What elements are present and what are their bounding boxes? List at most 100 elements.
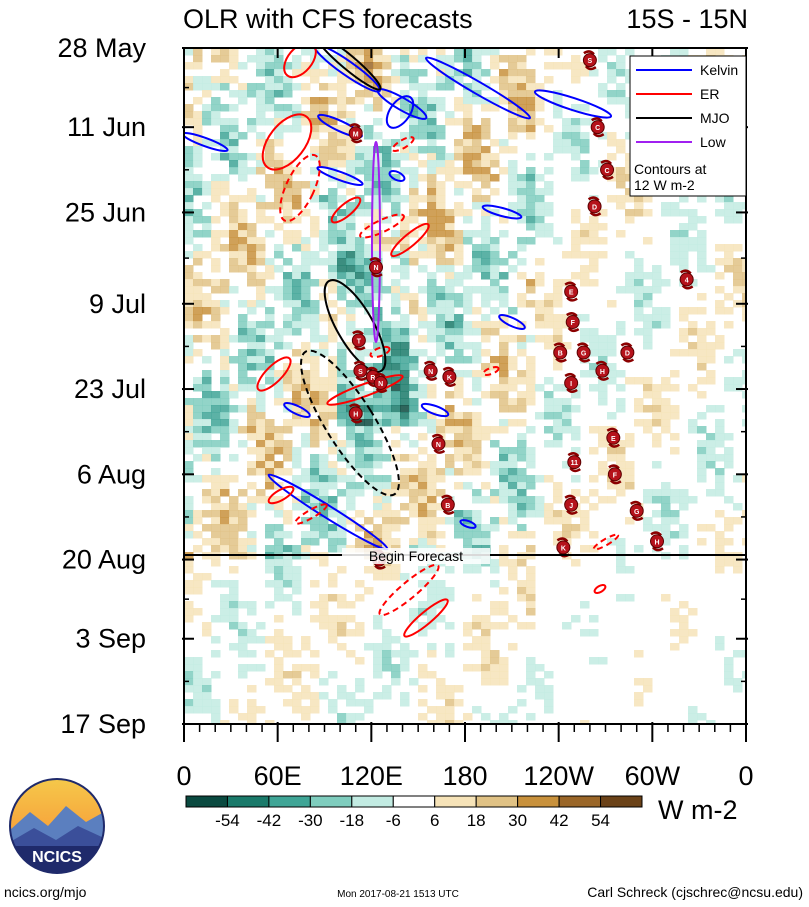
colorbar-label: 54: [591, 811, 610, 830]
footer-url: ncics.org/mjo: [4, 884, 87, 900]
storm-marker: B: [553, 342, 568, 363]
x-tick-label: 120W: [523, 761, 594, 791]
storm-marker: E: [606, 427, 621, 448]
x-tick-label: 0: [176, 761, 191, 791]
chart-subtitle: 15S - 15N: [626, 4, 748, 34]
storm-label: E: [569, 290, 574, 297]
y-tick-label: 3 Sep: [75, 624, 146, 654]
storm-label: F: [613, 472, 618, 479]
colorbar: -54 -42 -30 -18 -6 6 18 30 42 54: [185, 795, 643, 830]
y-tick-label: 20 Aug: [62, 545, 146, 575]
storm-label: N: [378, 381, 383, 388]
legend-label: Low: [700, 134, 727, 150]
storm-marker: F: [565, 312, 580, 333]
storm-label: B: [445, 503, 450, 510]
colorbar-label: 30: [508, 811, 527, 830]
storm-marker: J: [564, 494, 579, 515]
colorbar-swatch: [268, 795, 311, 808]
contour-note: Contours at: [634, 161, 706, 177]
storm-label: B: [558, 351, 563, 358]
y-tick-label: 28 May: [57, 33, 146, 63]
colorbar-swatch: [558, 795, 602, 808]
storm-marker: D: [587, 196, 602, 217]
storm-label: S: [358, 369, 363, 376]
storm-marker: G: [629, 500, 644, 521]
storm-marker: 4: [679, 269, 694, 290]
storm-marker: S: [353, 360, 368, 381]
colorbar-swatch: [185, 795, 228, 808]
colorbar-unit: W m-2: [658, 795, 737, 825]
legend-label: ER: [700, 86, 719, 102]
storm-marker: E: [564, 281, 579, 302]
x-tick-label: 0: [738, 761, 753, 791]
legend-label: MJO: [700, 110, 730, 126]
storm-label: H: [600, 369, 605, 376]
footer-author: Carl Schreck (cjschrec@ncsu.edu): [587, 884, 803, 900]
colorbar-swatch: [517, 795, 560, 808]
storm-markers: MNTSRNHNKNBHSCCDEFBGDIH4E11FJGKH: [348, 50, 694, 570]
storm-label: 4: [685, 277, 689, 284]
colorbar-label: -18: [340, 811, 365, 830]
storm-label: T: [357, 338, 362, 345]
storm-label: C: [605, 168, 610, 175]
y-tick-label: 6 Aug: [77, 459, 146, 489]
ncics-logo: NCICS: [9, 778, 105, 874]
colorbar-swatch: [475, 795, 519, 808]
storm-marker: N: [373, 372, 388, 393]
storm-marker: N: [369, 257, 384, 278]
storm-label: R: [370, 375, 375, 382]
storm-label: D: [592, 204, 597, 211]
storm-marker: G: [576, 342, 591, 363]
forecast-label: Begin Forecast: [369, 548, 463, 564]
storm-marker: M: [348, 123, 363, 144]
storm-marker: 11: [567, 452, 582, 473]
storm-label: H: [353, 411, 358, 418]
y-tick-label: 9 Jul: [89, 289, 146, 319]
colorbar-label: -30: [298, 811, 323, 830]
storm-label: F: [571, 320, 576, 327]
storm-label: D: [625, 351, 630, 358]
chart-title: OLR with CFS forecasts: [183, 4, 473, 34]
contour-note: 12 W m-2: [634, 177, 695, 193]
colorbar-swatch: [226, 795, 270, 808]
y-tick-label: 25 Jun: [65, 197, 146, 227]
storm-label: G: [634, 509, 640, 516]
y-axis: 28 May 11 Jun 25 Jun 9 Jul 23 Jul 6 Aug 20 Aug…: [57, 33, 748, 739]
storm-marker: B: [440, 494, 455, 515]
storm-label: H: [654, 539, 659, 546]
colorbar-swatch: [392, 795, 436, 808]
storm-label: K: [447, 375, 452, 382]
storm-marker: N: [431, 433, 446, 454]
storm-marker: T: [351, 330, 366, 351]
storm-marker: N: [423, 360, 438, 381]
colorbar-swatch: [351, 795, 394, 808]
x-tick-label: 120E: [340, 761, 403, 791]
forecast-label-bg: [342, 548, 490, 564]
colorbar-swatch: [309, 795, 353, 808]
storm-marker: K: [556, 537, 571, 558]
colorbar-label: 42: [550, 811, 569, 830]
storm-label: N: [436, 442, 441, 449]
x-tick-label: 60W: [625, 761, 681, 791]
footer-timestamp: Mon 2017-08-21 1513 UTC: [337, 889, 459, 900]
wave-contours: [184, 48, 620, 638]
storm-marker: K: [442, 366, 457, 387]
storm-label: N: [428, 369, 433, 376]
colorbar-swatch: [600, 795, 643, 808]
storm-marker: F: [607, 464, 622, 485]
storm-marker: I: [564, 372, 579, 393]
storm-label: M: [353, 131, 359, 138]
x-tick-label: 180: [442, 761, 487, 791]
legend-label: Kelvin: [700, 62, 738, 78]
storm-label: J: [569, 503, 573, 510]
colorbar-label: 6: [430, 811, 439, 830]
storm-label: S: [588, 58, 593, 65]
colorbar-label: 18: [467, 811, 486, 830]
y-tick-label: 23 Jul: [74, 374, 146, 404]
storm-marker: S: [582, 50, 597, 71]
storm-label: K: [561, 545, 566, 552]
y-tick-label: 11 Jun: [67, 112, 146, 142]
storm-label: G: [581, 351, 587, 358]
